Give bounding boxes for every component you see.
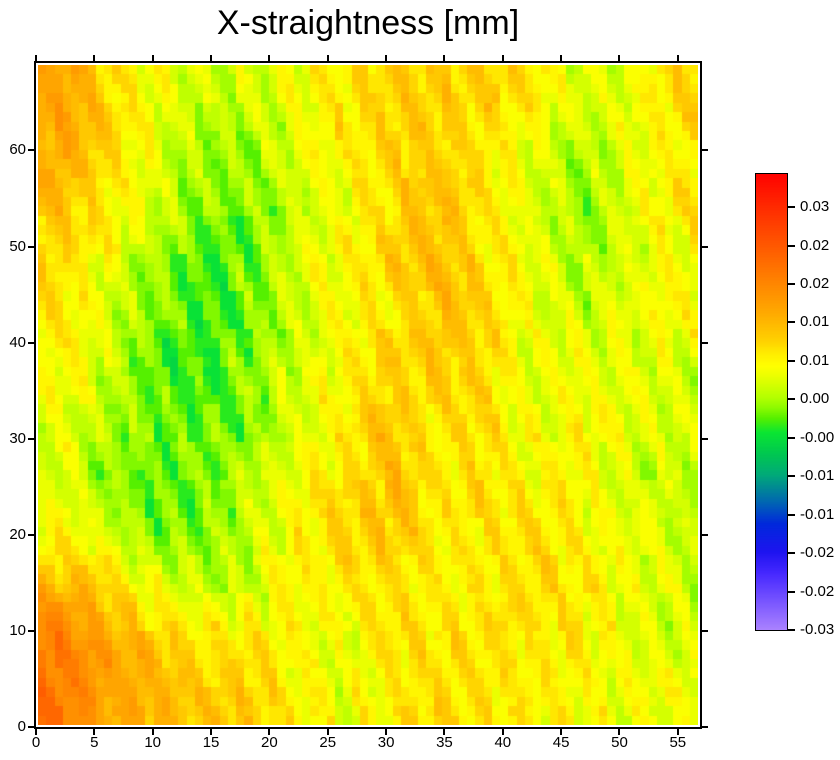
colorbar-tick [788, 321, 795, 324]
x-top-tick [443, 55, 446, 61]
y-tick-label: 20 [9, 525, 26, 543]
x-tick [210, 729, 213, 735]
colorbar-tick [788, 552, 795, 555]
x-top-tick [618, 55, 621, 61]
x-tick [326, 729, 329, 735]
x-tick-label: 5 [90, 734, 99, 751]
x-top-tick [151, 55, 154, 61]
y-tick [28, 629, 34, 632]
y-right-tick [702, 245, 708, 248]
y-tick [28, 341, 34, 344]
y-tick [28, 149, 34, 152]
y-right-tick [702, 341, 708, 344]
colorbar-tick-label: -0.01 [800, 505, 835, 523]
y-tick-label: 50 [9, 237, 26, 255]
y-tick-label: 40 [9, 333, 26, 351]
x-tick [501, 729, 504, 735]
chart-title: X-straightness [mm] [216, 4, 520, 42]
x-tick-label: 25 [319, 734, 337, 751]
y-tick-label: 30 [9, 429, 26, 447]
colorbar-tick-label: -0.02 [800, 582, 835, 600]
y-right-tick [702, 437, 708, 440]
x-tick-label: 50 [611, 734, 628, 751]
x-top-tick [385, 55, 388, 61]
heatmap-canvas [38, 65, 698, 725]
colorbar-canvas [756, 174, 787, 630]
x-top-tick [501, 55, 504, 61]
y-tick-label: 60 [9, 141, 26, 159]
x-tick-label: 20 [261, 734, 278, 751]
y-tick [28, 437, 34, 440]
colorbar-tick [788, 283, 795, 285]
y-tick-label: 0 [17, 718, 26, 735]
x-top-tick [35, 55, 37, 61]
x-tick-label: 45 [552, 734, 570, 751]
y-right-tick [702, 629, 708, 632]
colorbar-tick-label: -0.00 [800, 428, 835, 446]
plot-area [34, 61, 702, 729]
x-tick [385, 729, 388, 735]
x-tick [560, 729, 563, 735]
y-tick [28, 533, 34, 536]
x-top-tick [676, 55, 679, 61]
x-tick-label: 35 [436, 734, 453, 751]
x-tick [35, 729, 37, 735]
colorbar-tick [788, 244, 795, 247]
x-tick-label: 0 [31, 734, 41, 751]
y-right-tick [702, 149, 708, 152]
x-top-tick [210, 55, 213, 61]
colorbar-tick-label: 0.00 [800, 390, 830, 408]
colorbar-tick-label: 0.01 [800, 351, 830, 369]
x-tick-label: 30 [377, 734, 395, 751]
x-tick [676, 729, 679, 735]
colorbar-tick [788, 359, 795, 362]
x-tick-label: 40 [494, 734, 512, 751]
x-tick-label: 10 [144, 734, 162, 751]
colorbar-tick-label: 0.03 [800, 198, 830, 216]
y-tick [28, 726, 34, 728]
colorbar-tick-label: -0.02 [800, 544, 835, 562]
colorbar-tick [788, 436, 795, 439]
colorbar-tick-label: 0.02 [800, 275, 830, 292]
y-right-tick [702, 533, 708, 536]
x-tick [268, 729, 271, 735]
colorbar-tick [788, 475, 795, 478]
x-tick [93, 729, 96, 735]
x-top-tick [93, 55, 96, 61]
y-right-tick [702, 726, 708, 728]
colorbar-tick [788, 398, 795, 401]
colorbar-tick-label: -0.03 [800, 621, 835, 638]
x-tick [443, 729, 446, 735]
x-tick [151, 729, 154, 735]
colorbar-tick-label: 0.01 [800, 313, 830, 331]
x-top-tick [560, 55, 563, 61]
y-tick-label: 10 [9, 621, 26, 639]
colorbar-tick [788, 590, 795, 593]
x-top-tick [268, 55, 271, 61]
x-tick-label: 55 [669, 734, 687, 751]
x-tick [618, 729, 621, 735]
colorbar-tick-label: -0.01 [800, 467, 835, 485]
colorbar-tick [788, 629, 795, 631]
x-tick-label: 15 [202, 734, 220, 751]
colorbar-tick-label: 0.02 [800, 236, 830, 254]
colorbar-tick [788, 206, 795, 209]
x-top-tick [326, 55, 329, 61]
y-tick [28, 245, 34, 248]
colorbar [755, 173, 788, 631]
colorbar-tick [788, 513, 795, 516]
